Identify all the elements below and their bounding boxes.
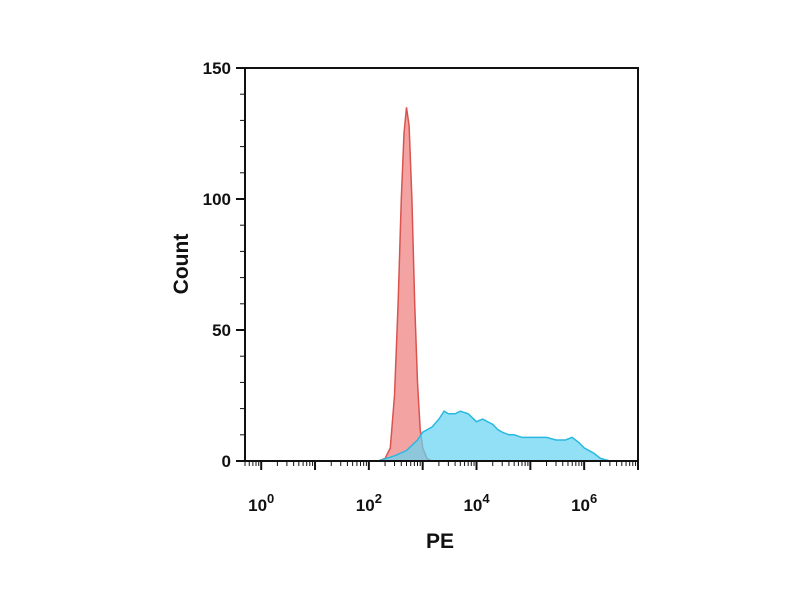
x-tick-label: 102 <box>356 491 382 515</box>
series-area-1 <box>245 107 638 462</box>
x-axis-title: PE <box>426 530 454 553</box>
y-tick-label: 0 <box>222 452 231 471</box>
y-tick-label: 150 <box>203 59 231 78</box>
y-tick-label: 50 <box>212 321 231 340</box>
y-tick-label: 100 <box>203 190 231 209</box>
plot-frame <box>244 67 639 462</box>
x-tick-label: 104 <box>463 491 490 515</box>
x-tick-label: 106 <box>571 491 597 515</box>
y-axis-title: Count <box>170 234 193 295</box>
x-tick-label: 100 <box>248 491 274 515</box>
plot-area <box>245 107 638 462</box>
x-axis: 100 102 104 106 <box>244 461 639 515</box>
series-area-2 <box>245 410 638 462</box>
y-axis: 0 50 100 150 <box>203 59 245 471</box>
